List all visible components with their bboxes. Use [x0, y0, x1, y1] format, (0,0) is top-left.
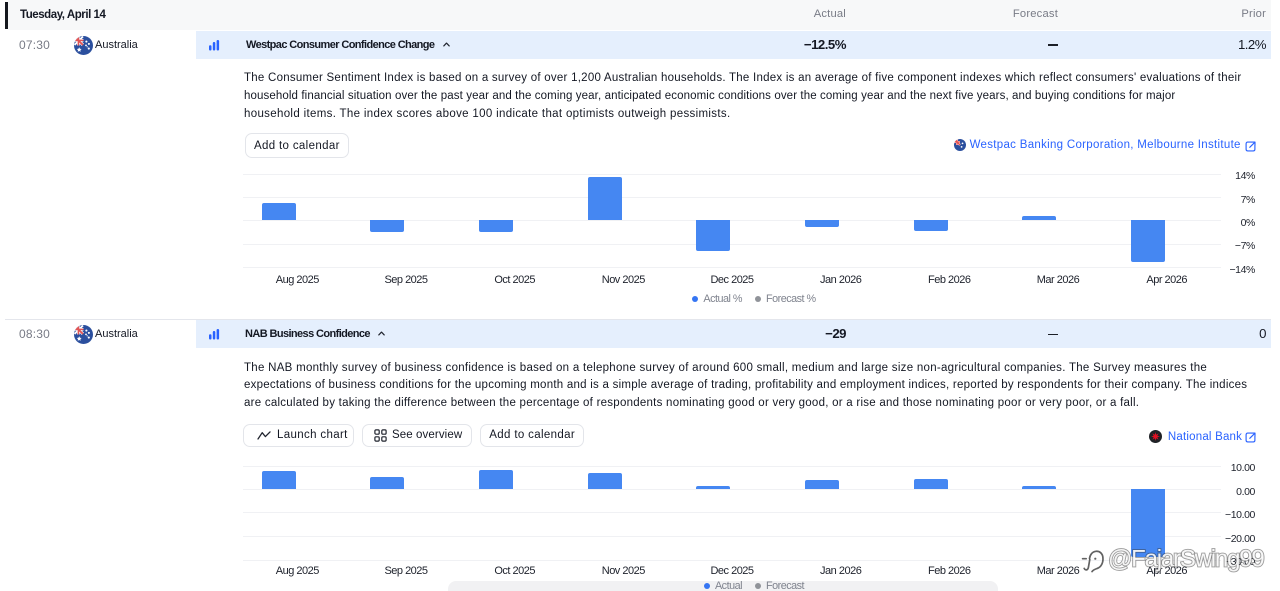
svg-text:@FajarSwing99: @FajarSwing99 [1108, 545, 1264, 572]
